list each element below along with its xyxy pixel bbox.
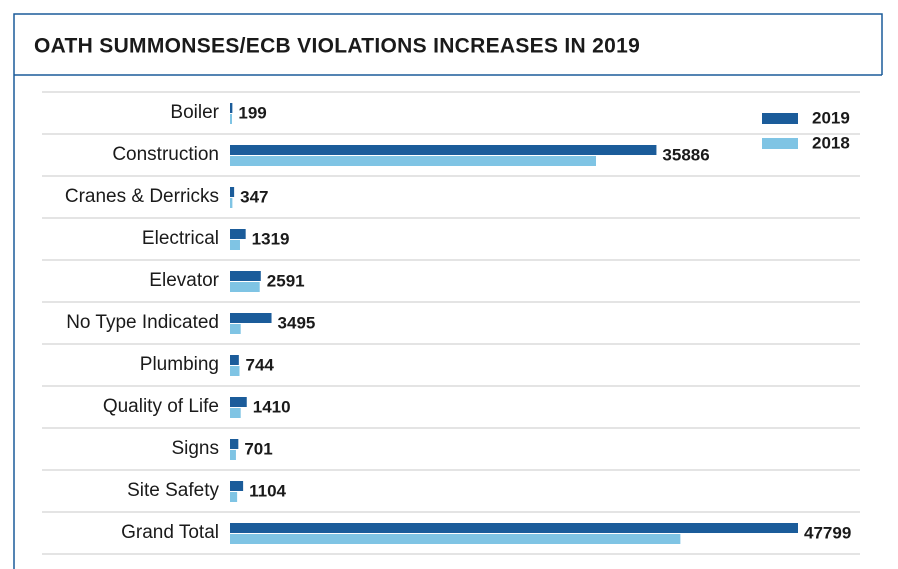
value-label: 3495 [278,313,316,332]
bar [230,282,260,292]
value-label: 199 [238,103,266,122]
legend-swatch [762,113,798,124]
bar [230,481,244,491]
value-label: 35886 [662,145,709,164]
bar [230,156,596,166]
value-label: 2591 [267,271,305,290]
bar [230,408,241,418]
bar [230,240,240,250]
category-label: Site Safety [127,480,219,501]
value-label: 47799 [804,523,851,542]
bar [230,450,236,460]
category-label: Construction [112,144,219,165]
bar [230,198,233,208]
legend-swatch [762,138,798,149]
category-label: Grand Total [121,522,219,543]
bar [230,187,235,197]
legend-label: 2018 [812,133,850,152]
category-label: Plumbing [140,354,219,375]
category-label: Cranes & Derricks [65,186,219,207]
bar [230,313,272,323]
bar [230,355,239,365]
bar [230,439,239,449]
category-label: Electrical [142,228,219,249]
frame [13,13,883,569]
bar [230,103,233,113]
value-label: 744 [246,355,275,374]
value-label: 1104 [249,481,286,500]
value-label: 1410 [253,397,291,416]
category-label: Boiler [170,102,219,123]
chart-title: OATH SUMMONSES/ECB VIOLATIONS INCREASES … [34,35,640,58]
bar [230,271,261,281]
bar [230,492,238,502]
bar [230,324,241,334]
bar [230,523,798,533]
bar [230,397,247,407]
bar [230,229,246,239]
bar [230,534,681,544]
category-label: Signs [171,438,219,459]
category-label: Quality of Life [103,396,219,417]
category-label: No Type Indicated [66,312,219,333]
legend-label: 2019 [812,108,850,127]
value-label: 347 [240,187,268,206]
bar [230,114,232,124]
value-label: 701 [244,439,272,458]
category-label: Elevator [149,270,219,291]
bar [230,366,240,376]
value-label: 1319 [252,229,290,248]
bar [230,145,657,155]
